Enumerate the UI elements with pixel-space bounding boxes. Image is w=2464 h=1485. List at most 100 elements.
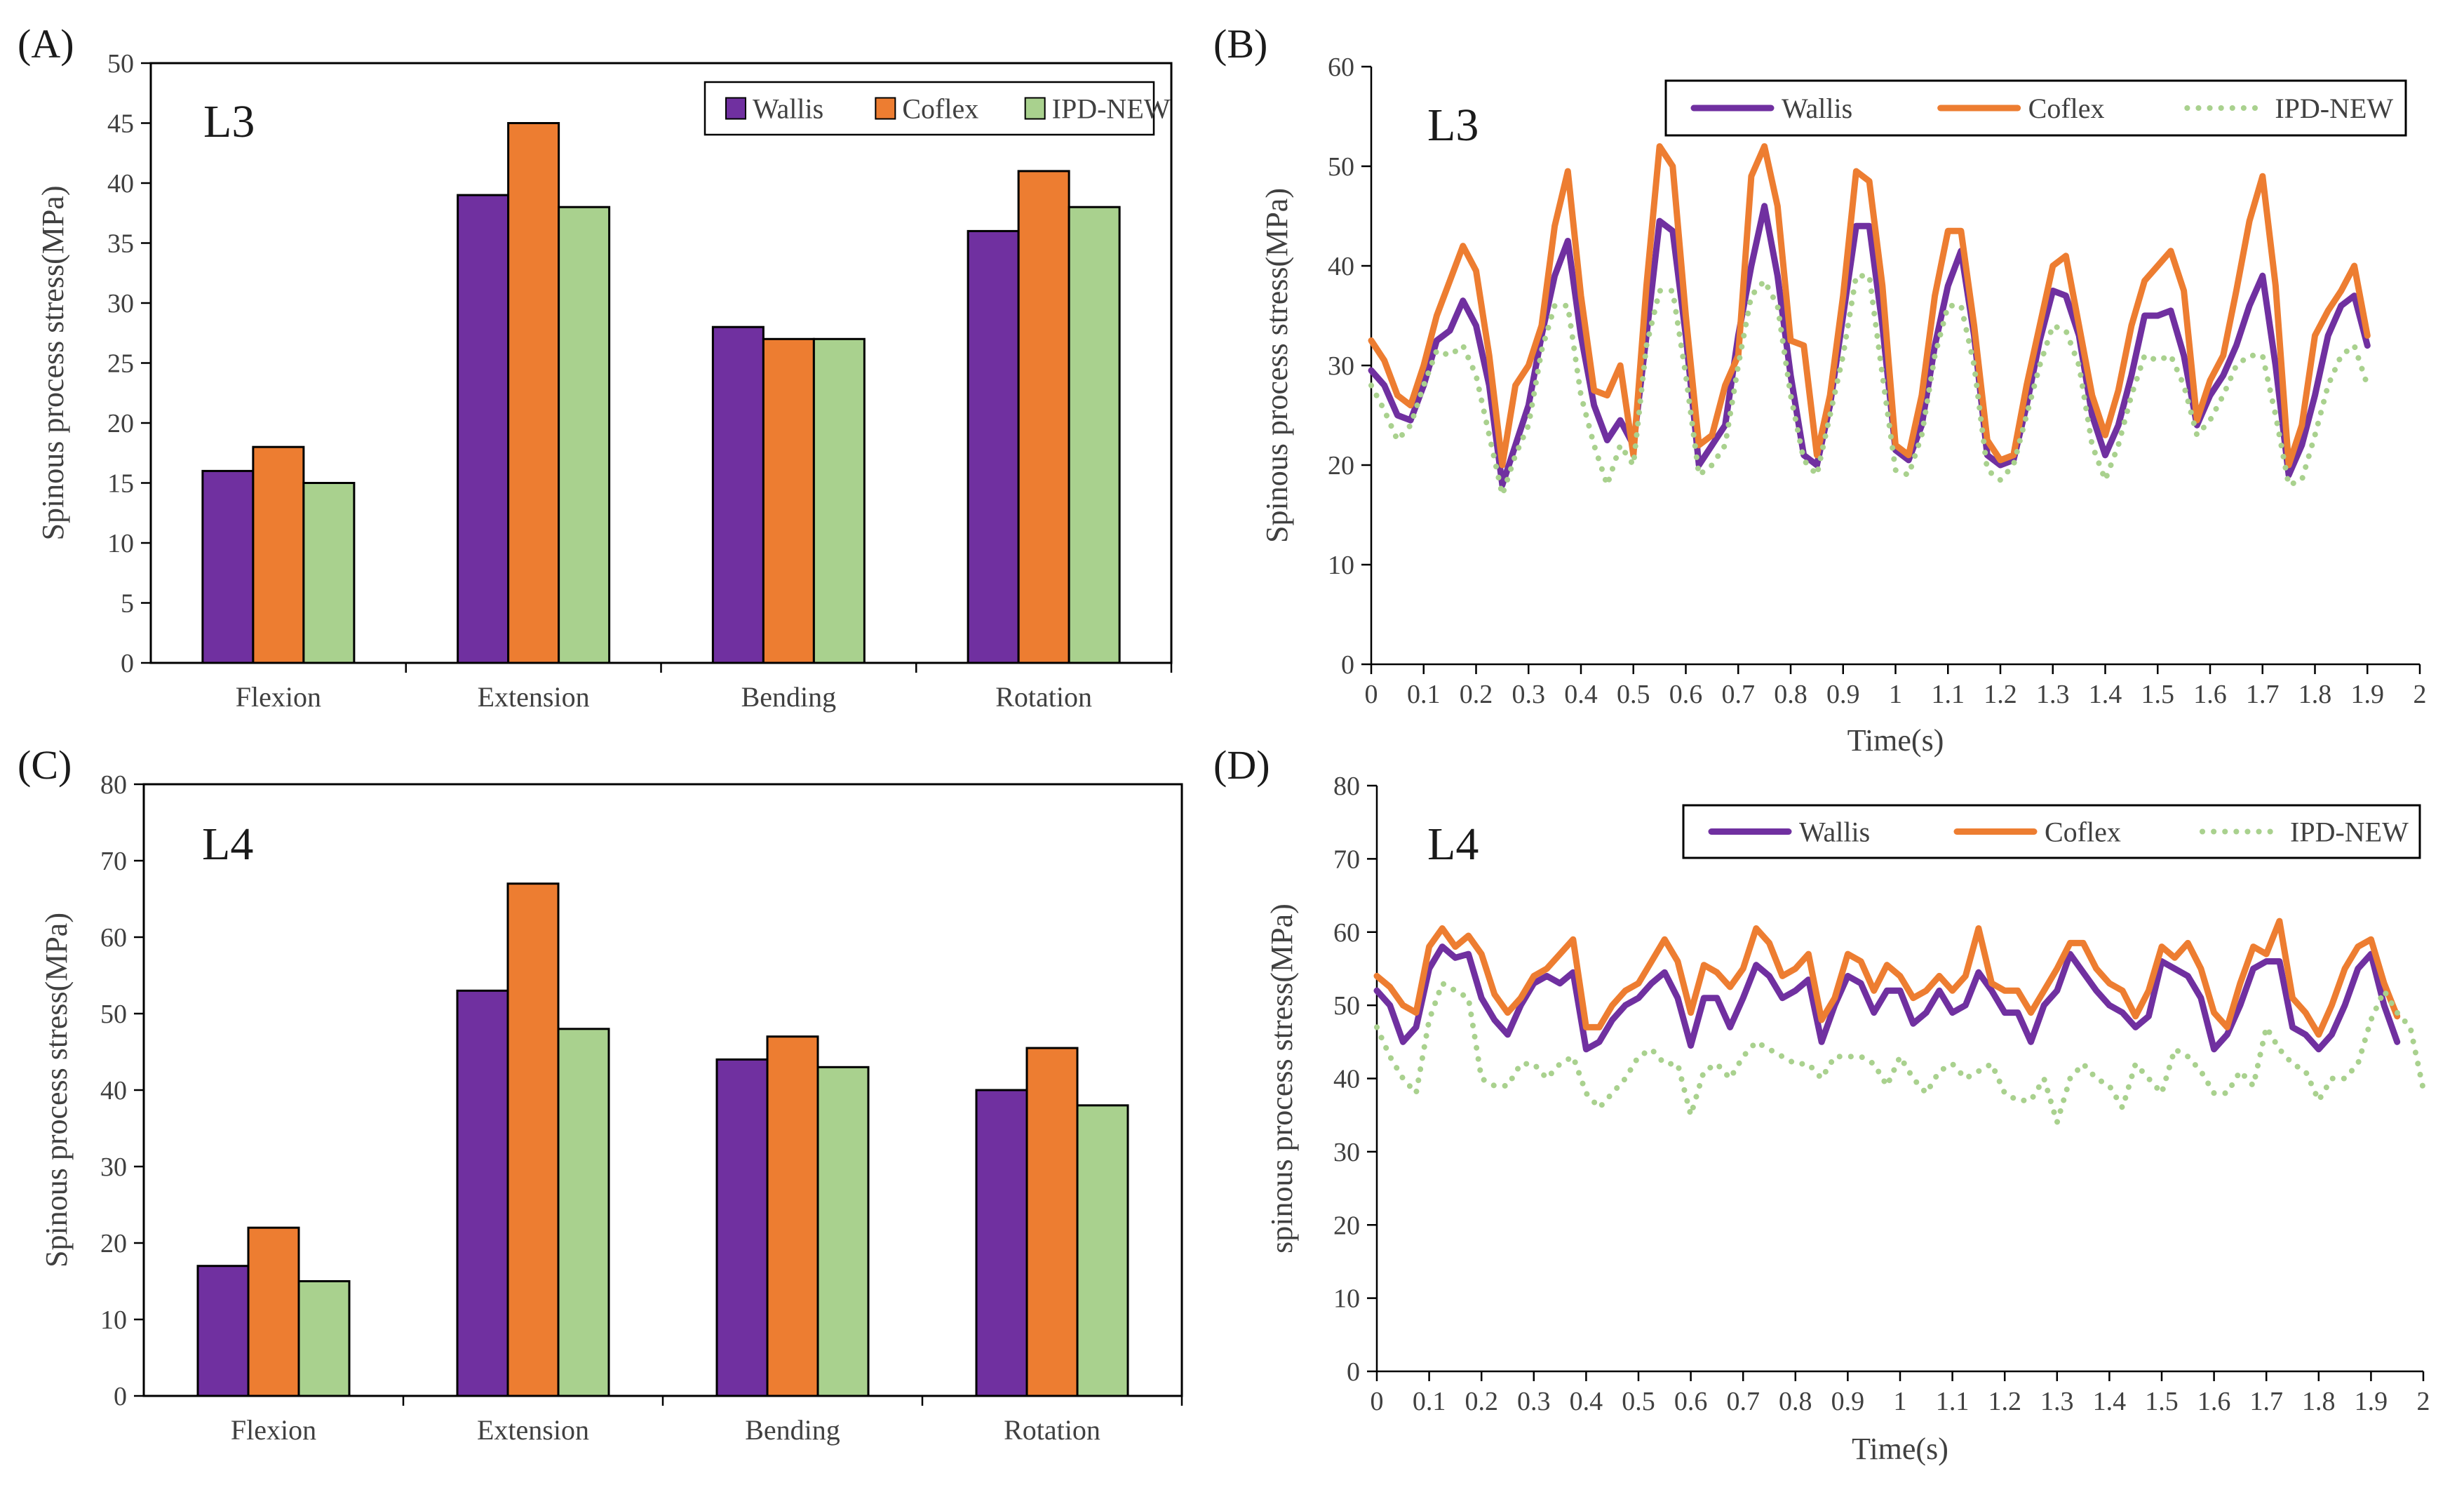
y-tick-label: 45: [107, 109, 134, 139]
y-tick-label: 60: [1333, 918, 1360, 948]
bar-coflex-bending: [766, 1035, 819, 1397]
bar-ipd-new-bending: [816, 1066, 870, 1397]
panel-letter: (A): [18, 21, 74, 67]
legend-label: Wallis: [1799, 817, 1870, 848]
bar-ipd-new-extension: [558, 206, 611, 664]
y-tick-label: 20: [1328, 451, 1354, 481]
bar-wallis-bending: [711, 325, 765, 664]
x-tick-label: 1.7: [2249, 1387, 2283, 1416]
x-tick-label: 0.8: [1779, 1387, 1812, 1416]
x-tick-label: 0.1: [1407, 680, 1441, 709]
legend-swatch: [725, 97, 746, 120]
category-label: Bending: [745, 1414, 840, 1446]
x-tick-label: 1.8: [2302, 1387, 2336, 1416]
bar-wallis-extension: [457, 194, 510, 664]
y-tick-label: 30: [100, 1153, 127, 1182]
legend-label: Coflex: [2028, 93, 2105, 124]
y-axis-title: spinous process stress(MPa): [1265, 903, 1299, 1254]
x-tick-label: 0.5: [1622, 1387, 1655, 1416]
x-tick-label: 0.9: [1826, 680, 1860, 709]
legend-swatch: [1024, 97, 1046, 120]
x-tick-label: 1.6: [2197, 1387, 2231, 1416]
y-tick-label: 40: [107, 169, 134, 199]
y-tick-label: 70: [100, 847, 127, 876]
x-tick-label: 0.2: [1460, 680, 1493, 709]
y-axis-title: Spinous process stress(MPa): [1260, 188, 1294, 543]
panel-title: L4: [1427, 819, 1479, 870]
x-tick-label: 0: [1365, 680, 1378, 709]
panel-c-bar-chart: (C) 0 10 20 30 40 50 60 70 80 L4 Spinous process st…: [18, 742, 1183, 1446]
x-tick-label: 0.8: [1774, 680, 1807, 709]
y-axis-title: Spinous process stress(MPa): [39, 913, 74, 1268]
legend: Wallis Coflex IPD-NEW: [1664, 79, 2407, 137]
legend-label: Coflex: [2045, 817, 2121, 848]
x-tick-label: 1.5: [2145, 1387, 2179, 1416]
series-line-wallis: [1368, 203, 2371, 488]
y-tick-label: 10: [1328, 551, 1354, 580]
x-tick-label: 1.1: [1936, 1387, 1970, 1416]
bar-coflex-rotation: [1025, 1047, 1079, 1397]
panel-b-line-chart: (B) 0 10 20 30 40 50 60 0 0.1 0.2 0.3 0.4 0.5 0.6 0.7 0.…: [1213, 21, 2427, 758]
y-tick-label: 50: [1328, 152, 1354, 182]
y-tick-label: 10: [1333, 1284, 1360, 1314]
y-tick-label: 20: [1333, 1211, 1360, 1240]
x-tick-label: 0.7: [1722, 680, 1756, 709]
series-line-wallis: [1373, 943, 2401, 1053]
category-label: Flexion: [236, 681, 321, 713]
series-line-coflex: [1373, 918, 2401, 1038]
x-tick-label: 2: [2413, 680, 2427, 709]
x-axis-title: Time(s): [1847, 723, 1944, 758]
y-tick-label: 30: [1328, 351, 1354, 381]
series-line-ipd-new: [1374, 980, 2426, 1126]
x-tick-label: 0.7: [1726, 1387, 1760, 1416]
x-tick-label: 1.7: [2246, 680, 2280, 709]
legend: Wallis Coflex IPD-NEW: [1682, 804, 2421, 859]
x-tick-label: 1.4: [2089, 680, 2122, 709]
y-tick-label: 30: [1333, 1138, 1360, 1167]
x-tick-label: 1: [1894, 1387, 1907, 1416]
x-tick-label: 1.5: [2141, 680, 2175, 709]
x-axis-title: Time(s): [1852, 1432, 1948, 1466]
x-tick-label: 0.4: [1570, 1387, 1603, 1416]
y-tick-label: 70: [1333, 845, 1360, 874]
panel-letter: (C): [18, 742, 72, 788]
panel-letter: (D): [1213, 742, 1270, 788]
x-tick-label: 0.4: [1564, 680, 1598, 709]
legend-label: Wallis: [753, 93, 823, 125]
legend-box: [1682, 804, 2421, 859]
y-tick-label: 35: [107, 229, 134, 259]
y-tick-label: 20: [100, 1229, 127, 1258]
x-tick-label: 0: [1371, 1387, 1384, 1416]
bar-wallis-bending: [715, 1058, 769, 1397]
x-tick-label: 1.9: [2355, 1387, 2388, 1416]
y-tick-label: 50: [100, 1000, 127, 1029]
legend-label: Wallis: [1782, 93, 1852, 124]
panel-title: L3: [1427, 100, 1479, 151]
category-label: Rotation: [1004, 1414, 1100, 1446]
panel-d-line-chart: (D) 0 10 20 30 40 50 60 70 80 0 0.1 0.2 0.3 0.4 0.5 0.6 0…: [1213, 742, 2430, 1466]
legend-swatch: [875, 97, 896, 120]
x-tick-label: 1.3: [2036, 680, 2070, 709]
legend-label: IPD-NEW: [1052, 93, 1171, 125]
x-tick-label: 1.3: [2040, 1387, 2074, 1416]
bar-wallis-flexion: [196, 1265, 250, 1397]
panel-a-bar-chart: (A) 0 5 10 15 20 25 30 35 40 45 50 L3 Spinous process…: [18, 21, 1173, 713]
y-tick-label: 0: [121, 649, 134, 678]
y-tick-label: 40: [1328, 252, 1354, 281]
bar-coflex-flexion: [252, 445, 305, 664]
legend-box: [1664, 79, 2407, 137]
y-tick-label: 50: [1333, 991, 1360, 1021]
y-tick-label: 0: [1341, 650, 1354, 680]
y-tick-label: 10: [100, 1305, 127, 1335]
bar-coflex-bending: [762, 337, 815, 664]
panel-title: L4: [202, 819, 253, 870]
legend: Wallis Coflex IPD-NEW: [703, 81, 1171, 136]
x-tick-label: 0.9: [1831, 1387, 1865, 1416]
x-tick-label: 1.2: [1984, 680, 2017, 709]
bar-ipd-new-flexion: [302, 482, 356, 664]
x-tick-label: 1.8: [2298, 680, 2332, 709]
legend-label: Coflex: [902, 93, 978, 125]
x-tick-label: 0.3: [1512, 680, 1546, 709]
x-tick-label: 0.2: [1465, 1387, 1498, 1416]
